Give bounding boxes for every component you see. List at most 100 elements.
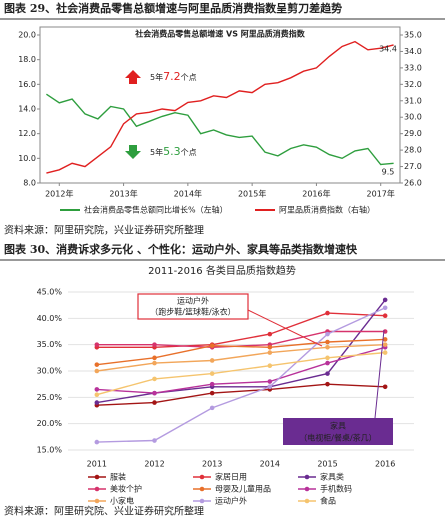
point bbox=[382, 313, 388, 319]
y2-tick-label: 26.0 bbox=[404, 179, 422, 188]
point bbox=[382, 350, 388, 355]
legend-dot bbox=[304, 486, 310, 492]
x-tick-label: 2015 bbox=[317, 460, 337, 469]
series-line bbox=[46, 40, 394, 174]
x-tick-label: 2016 bbox=[375, 460, 395, 469]
point bbox=[152, 355, 157, 361]
x-tick-label: 2013年 bbox=[109, 189, 137, 199]
x-tick-label: 2013 bbox=[202, 460, 222, 469]
figure-title: 图表 29、社会消费品零售总额增速与阿里品质消费指数呈剪刀差趋势 bbox=[4, 1, 342, 15]
legend-label: 家居日用 bbox=[215, 472, 247, 482]
end-label: 9.5 bbox=[382, 168, 395, 177]
legend-label: 母婴及儿童用品 bbox=[215, 484, 271, 494]
point bbox=[325, 331, 330, 337]
callout-detail: （电视柜/餐桌/茶几） bbox=[299, 433, 376, 443]
callout-box bbox=[283, 418, 393, 445]
series-line bbox=[96, 299, 386, 404]
point bbox=[325, 339, 330, 345]
point bbox=[267, 350, 273, 355]
series-line bbox=[96, 307, 386, 443]
y-tick-label: 20.0 bbox=[18, 31, 36, 40]
legend-dot bbox=[304, 474, 310, 480]
point bbox=[325, 310, 330, 316]
series-line bbox=[96, 351, 386, 396]
point bbox=[382, 297, 388, 303]
legend-dot bbox=[94, 474, 100, 480]
legend-label: 小家电 bbox=[110, 496, 134, 506]
y2-tick-label: 32.0 bbox=[404, 80, 422, 89]
point bbox=[94, 392, 100, 398]
y2-tick-label: 28.0 bbox=[404, 146, 422, 155]
series-line bbox=[46, 93, 394, 166]
annotation-text: 5年 bbox=[150, 72, 163, 82]
point bbox=[94, 400, 100, 405]
annotation-text: 个点 bbox=[181, 73, 197, 82]
legend-dot bbox=[94, 486, 100, 492]
point bbox=[94, 387, 100, 392]
legend-label: 社会消费品零售总额同比增长%（左轴） bbox=[84, 205, 228, 215]
y2-tick-label: 29.0 bbox=[404, 129, 422, 138]
annotation: 5年5.3个点 bbox=[150, 145, 197, 158]
x-tick-label: 2016年 bbox=[302, 189, 330, 199]
y-tick-label: 20.0% bbox=[37, 419, 63, 428]
point bbox=[325, 355, 330, 361]
callout-title: 家具 bbox=[330, 421, 346, 431]
series-line bbox=[96, 344, 386, 372]
y-tick-label: 14.0 bbox=[18, 105, 36, 114]
y2-tick-label: 31.0 bbox=[404, 96, 422, 105]
legend-dot bbox=[94, 498, 100, 504]
legend-label: 运动户外 bbox=[215, 496, 247, 506]
point bbox=[325, 360, 330, 366]
point bbox=[267, 384, 273, 390]
legend-label: 家具类 bbox=[320, 472, 344, 482]
plot-frame bbox=[39, 26, 401, 184]
point bbox=[209, 343, 215, 349]
point bbox=[152, 438, 157, 443]
legend-dot bbox=[199, 498, 205, 504]
point bbox=[94, 368, 100, 374]
chart-title: 2011-2016 各类目品质指数趋势 bbox=[148, 264, 296, 277]
legend-label: 阿里品质消费指数（右轴） bbox=[279, 205, 375, 215]
point bbox=[382, 342, 388, 347]
point bbox=[209, 358, 215, 363]
x-tick-label: 2017年 bbox=[367, 189, 395, 199]
point bbox=[267, 379, 273, 384]
source-note: 资料来源：阿里研究院，兴业证券研究所整理 bbox=[4, 224, 204, 237]
y-tick-label: 30.0% bbox=[37, 367, 63, 376]
source-note: 资料来源：阿里研究院、兴业证券研究所整理 bbox=[4, 505, 204, 518]
point bbox=[325, 381, 330, 387]
point bbox=[209, 405, 215, 411]
point bbox=[152, 360, 157, 366]
series-line bbox=[96, 383, 386, 406]
legend-label: 服装 bbox=[110, 472, 126, 482]
trend-arrow bbox=[125, 70, 141, 84]
x-tick-label: 2012年 bbox=[45, 189, 73, 199]
legend-label: 美妆个护 bbox=[110, 484, 142, 494]
x-tick-label: 2014 bbox=[260, 460, 280, 469]
legend-dot bbox=[199, 486, 205, 492]
callout-pointer bbox=[247, 309, 323, 347]
annotation-value: 7.2 bbox=[163, 70, 181, 83]
annotation-value: 5.3 bbox=[163, 145, 181, 158]
point bbox=[209, 381, 215, 387]
point bbox=[382, 337, 388, 342]
legend-label: 食品 bbox=[320, 496, 336, 506]
y-tick-label: 35.0% bbox=[37, 340, 63, 349]
callout-detail: （跑步鞋/篮球鞋/泳衣） bbox=[150, 307, 235, 317]
point bbox=[152, 342, 157, 347]
y2-tick-label: 33.0 bbox=[404, 63, 422, 72]
point bbox=[94, 439, 100, 445]
callout-title: 运动户外 bbox=[177, 296, 209, 306]
point bbox=[152, 400, 157, 405]
legend-dot bbox=[199, 474, 205, 480]
x-tick-label: 2011 bbox=[87, 460, 107, 469]
figure-title: 图表 30、消费诉求多元化 、个性化：运动户外、家具等品类指数增速快 bbox=[4, 242, 358, 256]
y-tick-label: 15.0% bbox=[37, 446, 63, 455]
series-line bbox=[96, 346, 386, 394]
point bbox=[382, 384, 388, 390]
point bbox=[209, 371, 215, 376]
y2-tick-label: 35.0 bbox=[404, 31, 422, 40]
end-label: 34.4 bbox=[379, 45, 397, 54]
annotation-text: 5年 bbox=[150, 147, 163, 157]
